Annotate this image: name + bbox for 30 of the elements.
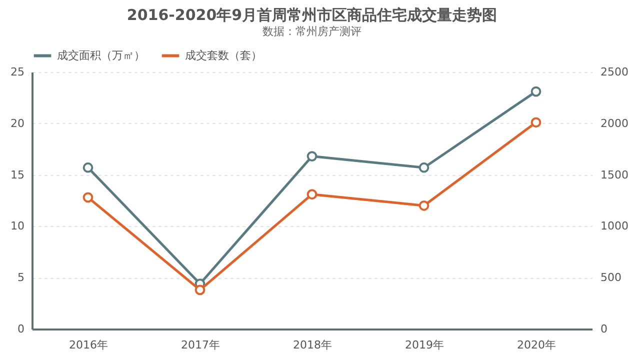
- point: [306, 189, 318, 200]
- y2-tick-label: 2500: [600, 66, 628, 78]
- chart-subtitle: 数据：常州房产测评: [262, 25, 362, 38]
- y2-tick-label: 1500: [600, 168, 628, 182]
- y2-tick-label: 2000: [600, 116, 628, 130]
- x-tick-label: 2019年: [405, 338, 444, 352]
- point: [418, 200, 430, 211]
- point: [306, 151, 318, 162]
- point: [82, 192, 94, 203]
- y2-tick-label: 0: [600, 322, 608, 336]
- y-tick-label: 0: [18, 322, 24, 336]
- point: [530, 86, 542, 97]
- y-tick-label: 20: [10, 116, 24, 130]
- point: [530, 117, 542, 128]
- y2-tick-label: 500: [600, 271, 622, 284]
- point: [194, 284, 206, 296]
- point: [418, 162, 430, 173]
- x-tick-label: 2018年: [293, 338, 332, 352]
- legend-label: 成交面积（万㎡）: [57, 48, 145, 62]
- legend-label: 成交套数（套）: [185, 48, 262, 62]
- x-tick-label: 2020年: [517, 338, 556, 352]
- y2-tick-label: 1000: [600, 220, 628, 233]
- point: [82, 162, 94, 173]
- chart-title: 2016-2020年9月首周常州市区商品住宅成交量走势图: [126, 6, 498, 24]
- y-tick-label: 15: [10, 168, 24, 182]
- x-tick-label: 2016年: [69, 338, 108, 352]
- y-tick-label: 5: [18, 271, 24, 284]
- y-tick-label: 25: [10, 66, 24, 78]
- x-tick-label: 2017年: [181, 338, 220, 352]
- y-tick-label: 10: [10, 220, 24, 233]
